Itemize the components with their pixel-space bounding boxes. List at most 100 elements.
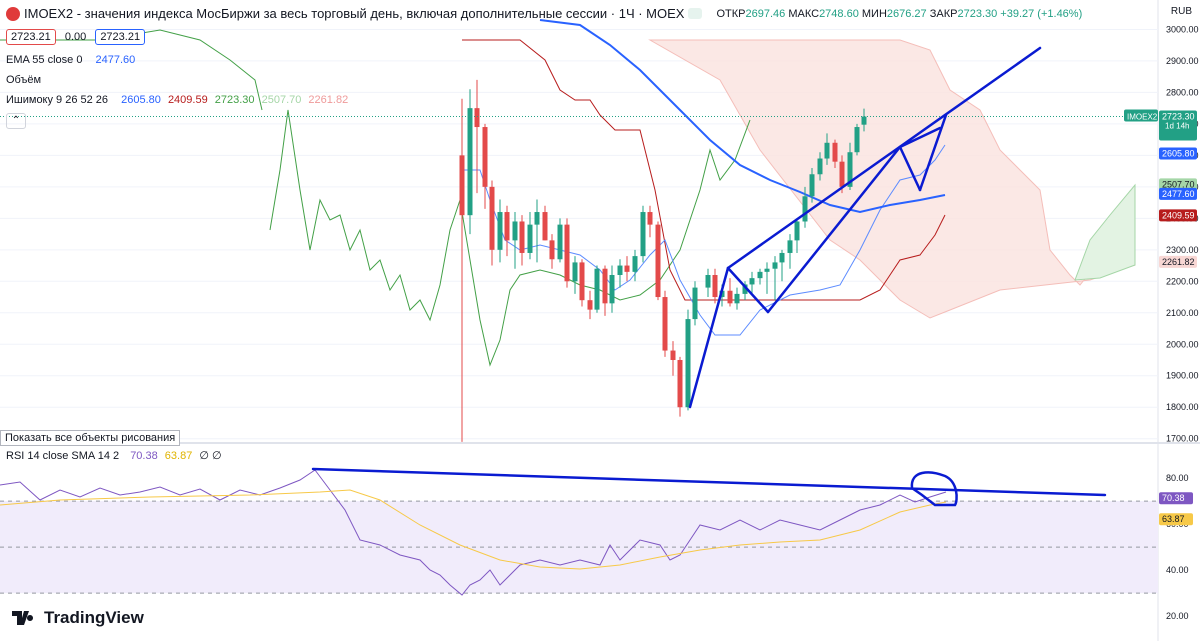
candle-body <box>757 271 763 279</box>
price-axis-badge: 2507.70 <box>1159 178 1197 191</box>
candle <box>504 205 510 257</box>
ichimoku-cloud-green <box>1074 183 1136 281</box>
candle <box>624 256 630 282</box>
candle-body <box>670 350 676 360</box>
currency-label[interactable]: RUB <box>1170 6 1192 17</box>
candle <box>677 356 683 417</box>
price-tick-label: 1700.00 <box>1166 434 1199 444</box>
candle-body <box>617 265 623 275</box>
candle <box>655 221 661 301</box>
rsi-badge-value: 70.38 <box>1162 493 1185 503</box>
tradingview-icon <box>12 611 34 625</box>
rsi-legend[interactable]: RSI 14 close SMA 14 2 70.38 63.87 ∅ ∅ <box>6 450 222 462</box>
candle-body <box>632 256 638 272</box>
candle <box>742 281 748 301</box>
symbol-badge-bg <box>1124 109 1158 122</box>
candle <box>712 268 718 304</box>
ohlc-values: ОТКР2697.46 МАКС2748.60 МИН2676.27 ЗАКР2… <box>716 7 1083 20</box>
ichimoku-legend[interactable]: Ишимоку 9 26 52 26 2605.80 2409.59 2723.… <box>6 94 349 106</box>
candle-body <box>640 212 646 257</box>
candle <box>512 212 518 269</box>
candle <box>685 309 691 411</box>
drawn-trendline <box>918 113 948 192</box>
candle-body <box>764 268 770 272</box>
drawn-trendline <box>726 46 1042 270</box>
candle-body <box>749 278 755 285</box>
ichimoku-cloud-red <box>648 39 1136 319</box>
symbol-badge-label: IMOEX2 <box>1127 113 1158 122</box>
brand-name: TradingView <box>44 608 144 627</box>
candle-body <box>847 152 853 187</box>
candle <box>757 268 763 285</box>
price-badge-value: 2477.60 <box>1162 189 1195 199</box>
candle-body <box>727 290 733 304</box>
candle-body <box>474 108 480 128</box>
candle-body <box>779 252 785 263</box>
candle-body <box>787 240 793 253</box>
candle <box>640 205 646 263</box>
price-axis-badge: 2605.80 <box>1159 147 1197 160</box>
collapse-legend-button[interactable]: ⌃ <box>6 113 26 129</box>
candle <box>764 262 770 294</box>
candle <box>549 234 555 269</box>
volume-legend[interactable]: Объём <box>6 74 42 86</box>
drawn-trendline <box>688 266 730 409</box>
candle-body <box>662 297 668 351</box>
candle <box>497 199 503 263</box>
price-axis-badge: 2477.60 <box>1159 187 1197 200</box>
buy-price-button[interactable]: 2723.21 <box>95 29 146 45</box>
price-tick-label: 3000.00 <box>1166 24 1199 34</box>
candle <box>609 265 615 313</box>
candle <box>527 212 533 260</box>
candle <box>749 271 755 294</box>
rsi-tick-label: 40.00 <box>1166 565 1189 575</box>
candle-body <box>542 212 548 241</box>
tradingview-logo[interactable]: TradingView <box>12 608 144 628</box>
ema-legend[interactable]: EMA 55 close 0 2477.60 <box>6 54 136 66</box>
rsi-badge-bg <box>1159 492 1193 505</box>
candle-body <box>602 268 608 304</box>
candle <box>692 281 698 326</box>
price-tick-label: 1900.00 <box>1166 371 1199 381</box>
candle <box>579 259 585 307</box>
price-badge-bg <box>1159 255 1197 268</box>
price-badge-value: 2723.30 <box>1162 112 1195 122</box>
candle-body <box>655 224 661 298</box>
candle-body <box>692 287 698 320</box>
sell-price-button[interactable]: 2723.21 <box>6 29 56 45</box>
candle-body <box>772 262 778 269</box>
candle-body <box>624 265 630 272</box>
candle-body <box>861 116 867 125</box>
market-status-icon[interactable] <box>688 8 703 19</box>
candle <box>632 249 638 282</box>
price-tick-label: 2900.00 <box>1166 56 1199 66</box>
price-badge-value: 2507.70 <box>1162 179 1195 189</box>
price-axis-badge: 2261.82 <box>1159 255 1197 268</box>
price-badge-bg <box>1159 209 1197 222</box>
show-drawings-tooltip: Показать все объекты рисования <box>0 430 181 446</box>
candle <box>594 265 600 313</box>
candle <box>572 256 578 294</box>
symbol-title[interactable]: IMOEX2 - значения индекса МосБиржи за ве… <box>24 6 685 21</box>
price-badge-bg <box>1159 147 1197 160</box>
candle <box>772 256 778 301</box>
price-badge-value: 2261.82 <box>1162 257 1195 267</box>
candle <box>459 98 465 442</box>
moex-logo-icon <box>6 6 20 21</box>
candle <box>662 290 668 357</box>
rsi-badge-bg <box>1159 513 1193 526</box>
candle <box>802 186 808 228</box>
candle-body <box>794 221 800 241</box>
candle <box>534 199 540 263</box>
candle-body <box>497 212 503 250</box>
candle <box>832 139 838 168</box>
candle-body <box>839 161 845 187</box>
ichimoku-tenkan-line <box>462 144 946 336</box>
candle <box>794 218 800 253</box>
candle <box>617 259 623 288</box>
price-tick-label: 2800.00 <box>1166 87 1199 97</box>
candle <box>467 89 473 235</box>
candle-body <box>647 212 653 225</box>
candle-body <box>587 300 593 310</box>
